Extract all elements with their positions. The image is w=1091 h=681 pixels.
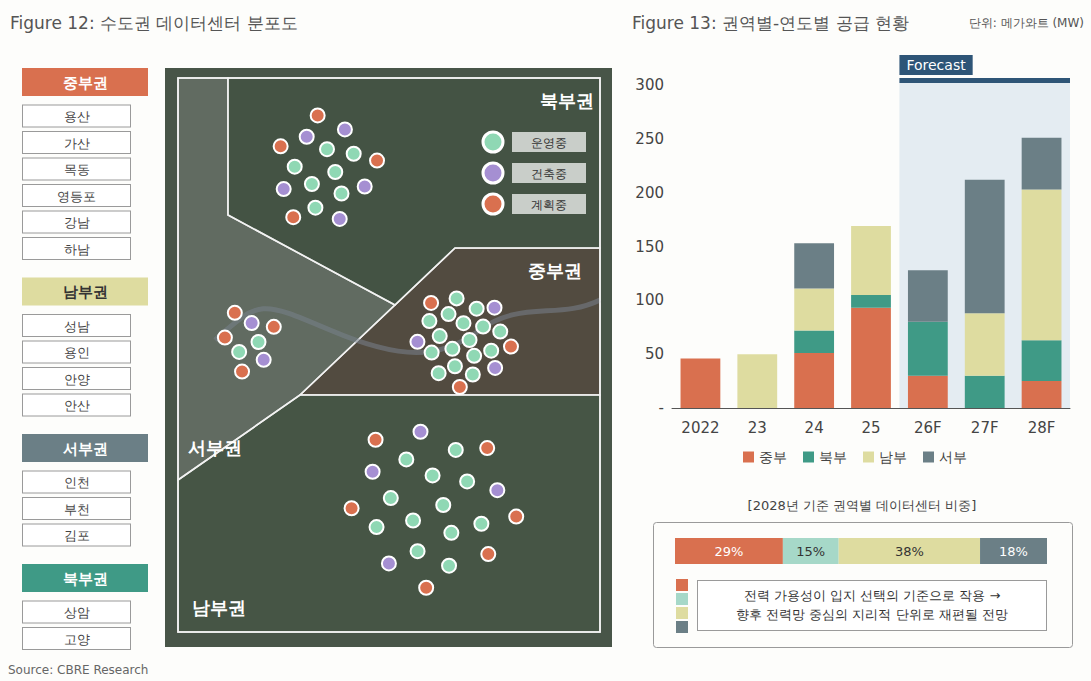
svg-text:운영중: 운영중 <box>531 136 567 150</box>
svg-text:인천: 인천 <box>64 475 90 490</box>
svg-text:남부: 남부 <box>879 449 907 465</box>
svg-text:안양: 안양 <box>64 372 90 387</box>
svg-text:부천: 부천 <box>64 502 90 517</box>
svg-text:용산: 용산 <box>64 109 90 124</box>
svg-text:25: 25 <box>861 419 880 437</box>
svg-text:고양: 고양 <box>64 632 90 647</box>
svg-text:하남: 하남 <box>64 242 90 257</box>
svg-text:향후 전력망 중심의 지리적 단위로 재편될 전망: 향후 전력망 중심의 지리적 단위로 재편될 전망 <box>736 607 1008 622</box>
svg-text:38%: 38% <box>895 544 924 559</box>
svg-text:북부권: 북부권 <box>540 90 594 111</box>
svg-text:2022: 2022 <box>681 419 719 437</box>
svg-text:중부권: 중부권 <box>528 260 582 281</box>
svg-text:28F: 28F <box>1028 419 1056 437</box>
svg-text:북부: 북부 <box>819 449 847 465</box>
svg-text:상암: 상암 <box>64 605 90 620</box>
svg-text:중부: 중부 <box>759 449 787 465</box>
svg-text:목동: 목동 <box>64 162 90 177</box>
svg-text:남부권: 남부권 <box>63 283 108 301</box>
svg-text:전력 가용성이 입지 선택의 기준으로 작용 →: 전력 가용성이 입지 선택의 기준으로 작용 → <box>744 588 1001 603</box>
svg-text:건축중: 건축중 <box>531 167 567 181</box>
svg-text:안산: 안산 <box>64 398 90 413</box>
svg-text:강남: 강남 <box>64 215 90 230</box>
svg-text:50: 50 <box>645 345 664 363</box>
svg-text:26F: 26F <box>914 419 942 437</box>
svg-text:100: 100 <box>635 291 664 309</box>
svg-text:15%: 15% <box>796 544 825 559</box>
svg-text:-: - <box>659 399 664 417</box>
svg-text:가산: 가산 <box>64 136 90 151</box>
svg-text:서부권: 서부권 <box>188 437 242 458</box>
svg-text:서부: 서부 <box>939 449 967 465</box>
svg-text:단위: 메가와트 (MW): 단위: 메가와트 (MW) <box>969 16 1084 30</box>
svg-text:27F: 27F <box>971 419 999 437</box>
svg-text:남부권: 남부권 <box>192 597 246 618</box>
svg-text:Forecast: Forecast <box>906 57 966 73</box>
svg-text:23: 23 <box>748 419 767 437</box>
svg-text:Source: CBRE Research: Source: CBRE Research <box>8 663 148 677</box>
svg-text:북부권: 북부권 <box>63 570 108 588</box>
svg-text:Figure 12: 수도권 데이터센터 분포도: Figure 12: 수도권 데이터센터 분포도 <box>10 13 298 33</box>
svg-text:[2028년 기준 권역별 데이터센터 비중]: [2028년 기준 권역별 데이터센터 비중] <box>748 498 977 513</box>
svg-text:200: 200 <box>635 184 664 202</box>
svg-text:Figure 13: 권역별-연도별 공급 현황: Figure 13: 권역별-연도별 공급 현황 <box>632 13 909 33</box>
svg-text:250: 250 <box>635 130 664 148</box>
svg-text:영등포: 영등포 <box>57 189 96 204</box>
svg-text:300: 300 <box>635 76 664 94</box>
svg-text:성남: 성남 <box>64 319 90 334</box>
svg-text:29%: 29% <box>714 544 743 559</box>
svg-text:18%: 18% <box>999 544 1028 559</box>
svg-text:24: 24 <box>805 419 824 437</box>
svg-text:용인: 용인 <box>64 345 90 360</box>
svg-text:김포: 김포 <box>64 528 90 543</box>
svg-text:중부권: 중부권 <box>63 74 108 92</box>
svg-text:150: 150 <box>635 238 664 256</box>
svg-text:서부권: 서부권 <box>63 440 108 458</box>
svg-text:계획중: 계획중 <box>531 198 567 212</box>
